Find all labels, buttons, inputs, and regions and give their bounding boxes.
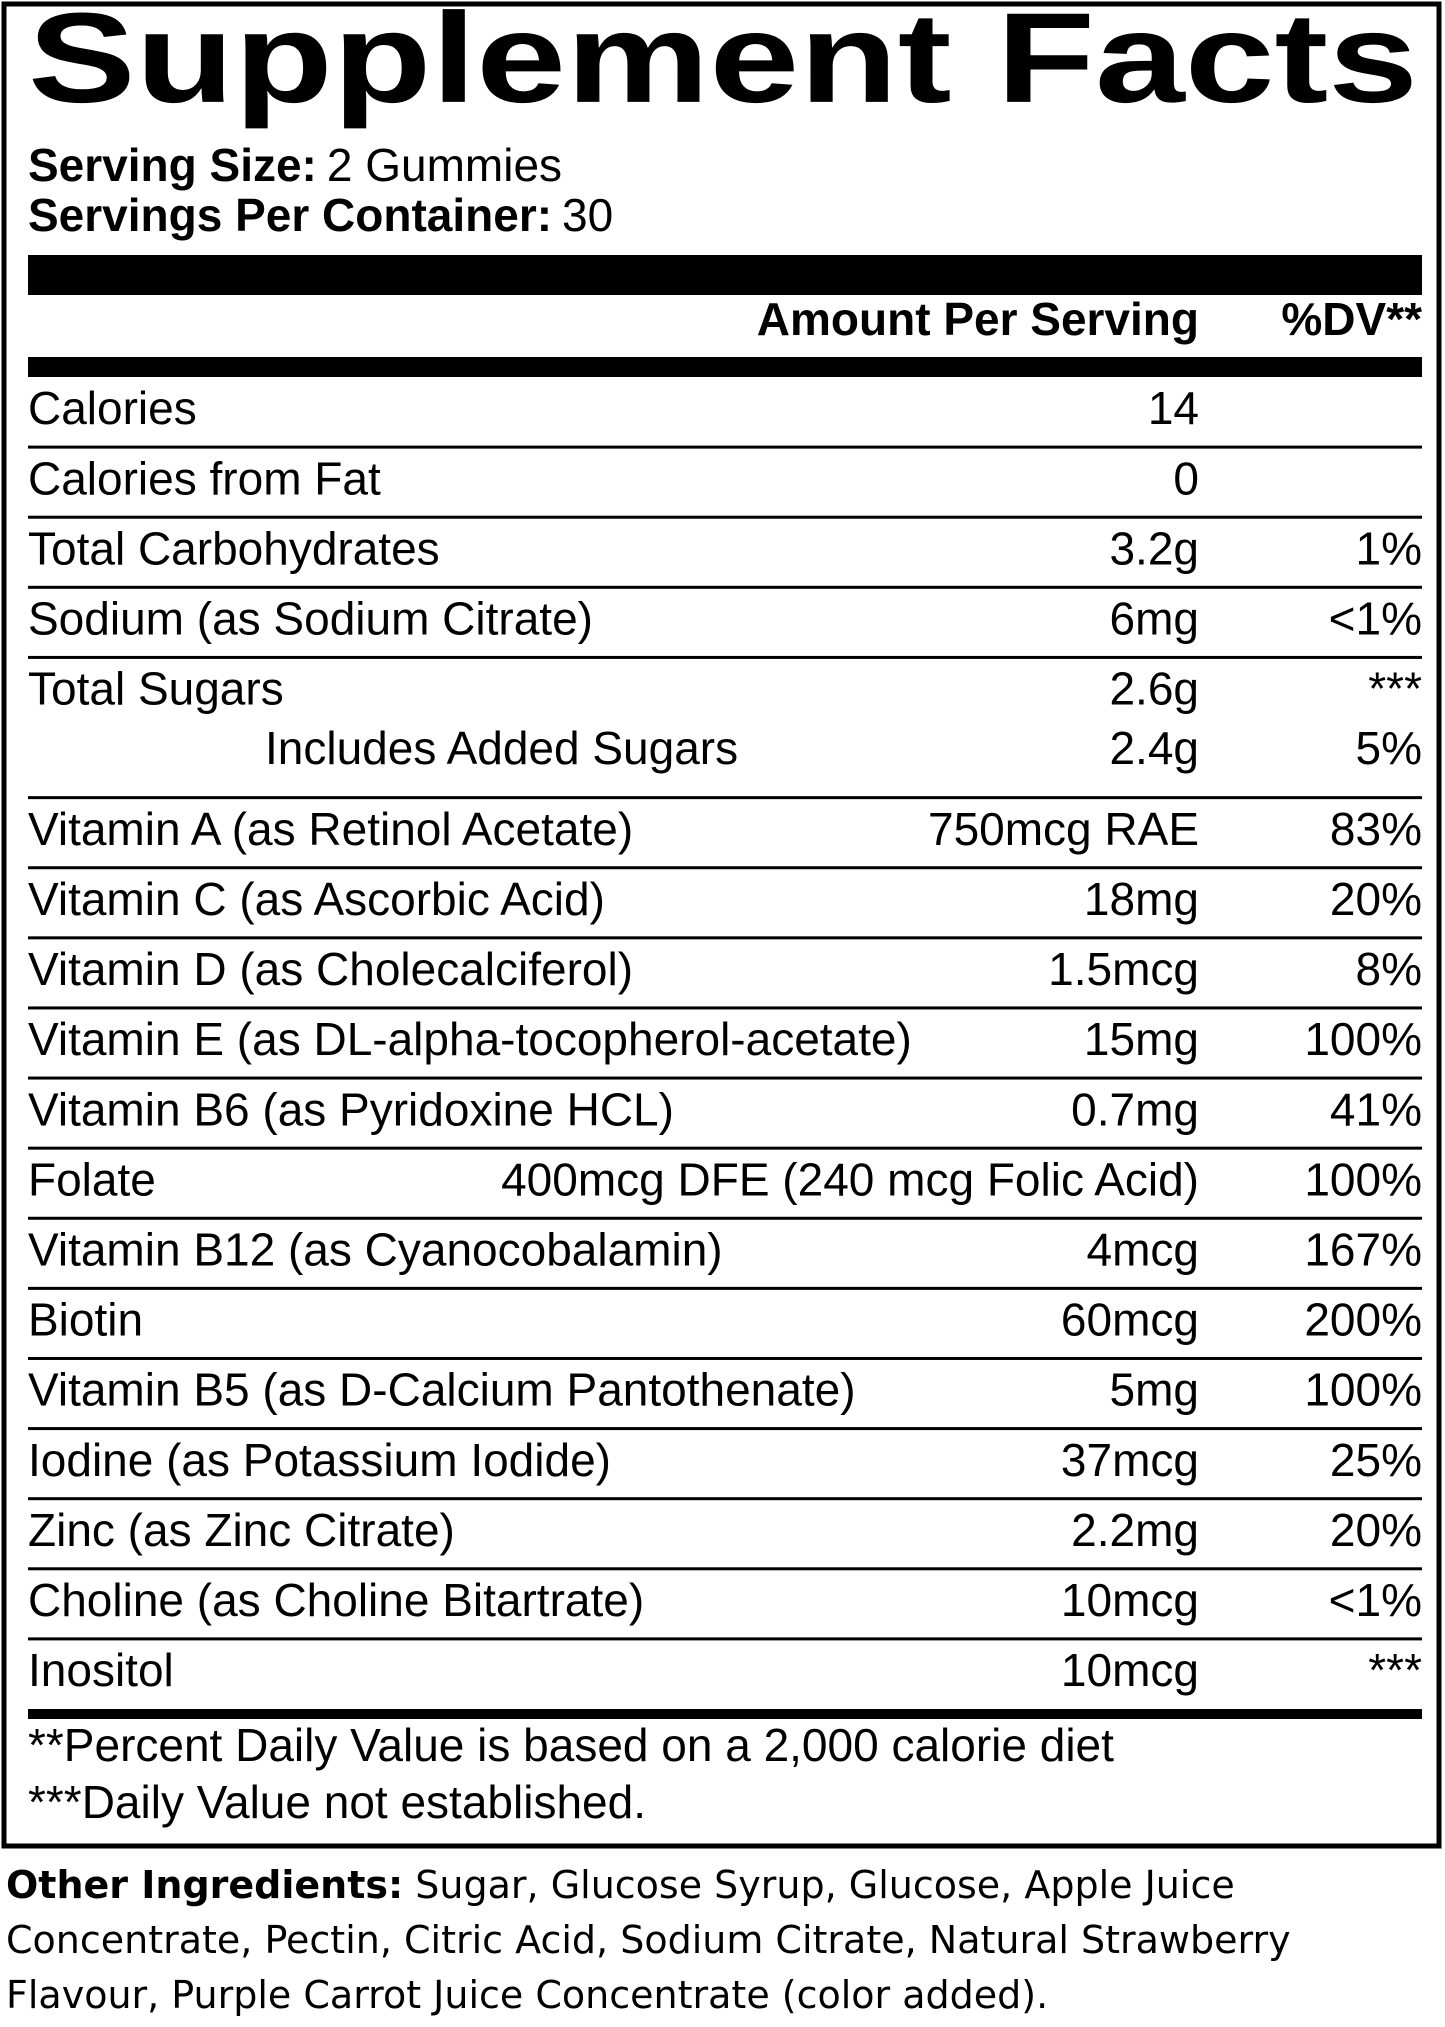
nutrient-amount: 400mcg DFE (240 mcg Folic Acid) [501, 1153, 1199, 1205]
row-rule [28, 585, 1422, 589]
amount-header: Amount Per Serving [757, 293, 1199, 345]
nutrient-name: Includes Added Sugars [265, 722, 738, 774]
row-rule [28, 1567, 1422, 1571]
nutrient-amount: 3.2g [1109, 522, 1199, 574]
field-label: Servings Per Container: [28, 189, 552, 241]
nutrient-amount: 2.2mg [1071, 1504, 1199, 1556]
nutrient-amount: 14 [1148, 382, 1199, 434]
thick-rule [28, 1709, 1422, 1719]
title: Supplement Facts [28, 0, 1418, 130]
row-rule [28, 796, 1422, 800]
nutrient-amount: 10mcg [1061, 1574, 1199, 1626]
nutrient-amount: 2.6g [1109, 663, 1199, 715]
row-rule [28, 1006, 1422, 1010]
nutrient-name: Vitamin B12 (as Cyanocobalamin) [28, 1223, 723, 1275]
nutrient-amount: 10mcg [1061, 1644, 1199, 1696]
nutrient-dv: *** [1368, 663, 1422, 715]
row-rule [28, 445, 1422, 449]
nutrient-name: Vitamin A (as Retinol Acetate) [28, 803, 633, 855]
nutrient-name: Calories from Fat [28, 452, 381, 504]
nutrient-name: Folate [28, 1153, 156, 1205]
field-label: Serving Size: [28, 139, 317, 191]
row-rule [28, 655, 1422, 659]
nutrient-dv: 25% [1330, 1434, 1422, 1486]
servings-per-container: Servings Per Container: 30 [28, 189, 613, 241]
nutrient-dv: 100% [1304, 1013, 1422, 1065]
row-rule [28, 1497, 1422, 1501]
nutrient-dv: 41% [1330, 1083, 1422, 1135]
nutrient-name: Zinc (as Zinc Citrate) [28, 1504, 455, 1556]
panel-border [1, 1, 1442, 1849]
row-rule [28, 1076, 1422, 1080]
nutrient-amount: 15mg [1084, 1013, 1199, 1065]
row-rule [28, 1146, 1422, 1150]
nutrient-dv: 20% [1330, 1504, 1422, 1556]
nutrient-dv: 1% [1356, 522, 1422, 574]
nutrient-name: Total Carbohydrates [28, 522, 440, 574]
nutrient-name: Vitamin B5 (as D-Calcium Pantothenate) [28, 1364, 856, 1416]
nutrient-name: Vitamin D (as Cholecalciferol) [28, 943, 633, 995]
serving-size: Serving Size: 2 Gummies [28, 139, 562, 191]
nutrient-dv: 100% [1304, 1153, 1422, 1205]
supplement-facts-panel: Supplement Facts Serving Size: 2 Gummies … [1, 0, 1442, 1849]
other-ingredients: Other Ingredients: Sugar, Glucose Syrup,… [6, 1858, 1438, 2023]
nutrient-name: Sodium (as Sodium Citrate) [28, 593, 593, 645]
dv-header: %DV** [1281, 293, 1422, 345]
field-value: 30 [562, 189, 613, 241]
nutrient-dv: 5% [1356, 722, 1422, 774]
row-rule [28, 515, 1422, 519]
nutrient-dv: 83% [1330, 803, 1422, 855]
nutrient-name: Iodine (as Potassium Iodide) [28, 1434, 611, 1486]
field-value: 2 Gummies [327, 139, 562, 191]
nutrient-amount: 750mcg RAE [928, 803, 1199, 855]
nutrient-dv: 200% [1304, 1294, 1422, 1346]
nutrient-name: Inositol [28, 1644, 174, 1696]
nutrient-amount: 4mcg [1087, 1223, 1199, 1275]
nutrient-dv: <1% [1329, 1574, 1422, 1626]
row-rule [28, 936, 1422, 940]
nutrient-name: Calories [28, 382, 197, 434]
nutrient-name: Biotin [28, 1294, 143, 1346]
thick-rule [28, 255, 1422, 295]
row-rule [28, 1356, 1422, 1360]
nutrient-amount: 0.7mg [1071, 1083, 1199, 1135]
other-ingredients-label: Other Ingredients: [6, 1863, 404, 1907]
footnote: **Percent Daily Value is based on a 2,00… [28, 1719, 1114, 1771]
nutrient-dv: *** [1368, 1644, 1422, 1696]
nutrient-amount: 6mg [1110, 593, 1199, 645]
nutrient-amount: 60mcg [1061, 1294, 1199, 1346]
nutrient-amount: 1.5mcg [1048, 943, 1199, 995]
nutrient-name: Vitamin B6 (as Pyridoxine HCL) [28, 1083, 674, 1135]
nutrient-dv: 100% [1304, 1364, 1422, 1416]
nutrient-dv: 20% [1330, 873, 1422, 925]
nutrient-dv: <1% [1329, 593, 1422, 645]
other-ingredients-text: Sugar, Glucose Syrup, Glucose, Apple Jui… [6, 1863, 1291, 2017]
nutrient-amount: 5mg [1110, 1364, 1199, 1416]
nutrient-amount: 2.4g [1109, 722, 1199, 774]
row-rule [28, 1216, 1422, 1220]
nutrient-dv: 8% [1356, 943, 1422, 995]
footnote: ***Daily Value not established. [28, 1776, 646, 1828]
nutrient-amount: 0 [1173, 452, 1199, 504]
nutrient-name: Total Sugars [28, 663, 284, 715]
thick-rule [28, 357, 1422, 377]
nutrient-name: Choline (as Choline Bitartrate) [28, 1574, 644, 1626]
nutrient-amount: 18mg [1084, 873, 1199, 925]
row-rule [28, 1286, 1422, 1290]
row-rule [28, 1427, 1422, 1431]
nutrient-amount: 37mcg [1061, 1434, 1199, 1486]
nutrient-name: Vitamin E (as DL-alpha-tocopherol-acetat… [28, 1013, 912, 1065]
row-rule [28, 1637, 1422, 1641]
nutrient-name: Vitamin C (as Ascorbic Acid) [28, 873, 605, 925]
row-rule [28, 866, 1422, 870]
nutrient-dv: 167% [1304, 1223, 1422, 1275]
